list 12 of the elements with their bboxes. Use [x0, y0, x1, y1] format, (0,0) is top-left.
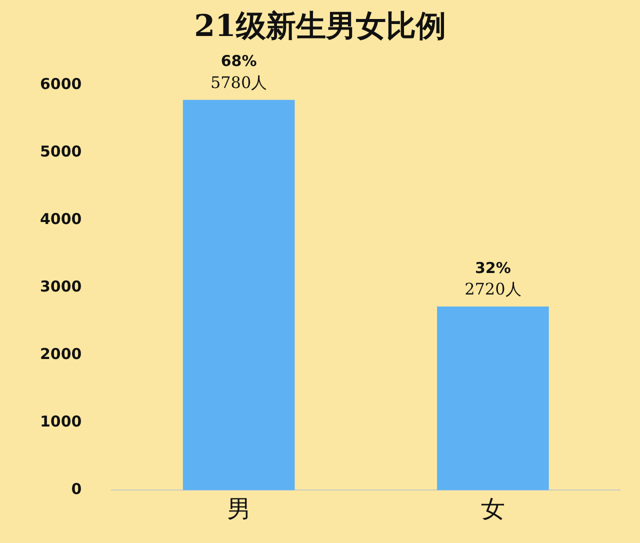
y-tick-label: 0: [71, 480, 82, 498]
x-tick-label: 男: [226, 494, 251, 523]
y-tick-label: 3000: [40, 277, 82, 296]
x-tick-label: 女: [480, 494, 505, 523]
y-tick-label: 6000: [40, 74, 82, 93]
chart-title: 21级新生男女比例: [193, 8, 447, 46]
y-tick-label: 2000: [40, 345, 82, 364]
data-label: 32% 2720人: [464, 258, 522, 299]
y-tick-label: 4000: [40, 210, 82, 228]
data-label: 68% 5780人: [210, 52, 268, 92]
y-tick-label: 1000: [40, 412, 82, 431]
y-tick-label: 5000: [40, 142, 82, 160]
